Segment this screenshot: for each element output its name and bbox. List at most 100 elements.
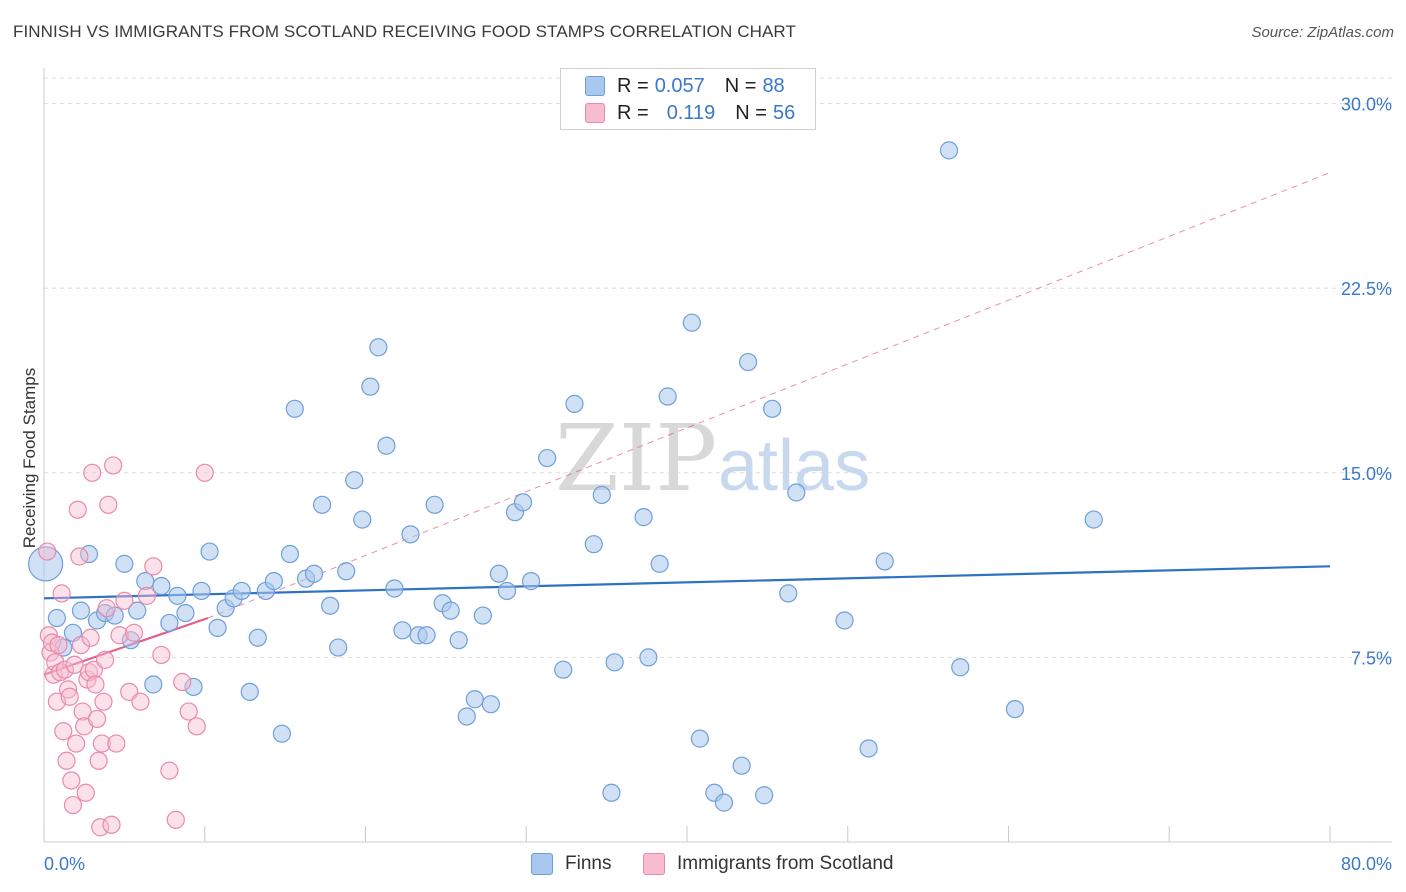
scotland-point [60, 687, 79, 706]
legend-n-label: N = [735, 101, 767, 124]
scotland-point [110, 626, 129, 645]
scotland-point [152, 645, 171, 665]
scotland-point [99, 495, 118, 514]
finns-point [152, 576, 171, 596]
y-axis-label: Receiving Food Stamps [20, 368, 39, 548]
scotland-point [160, 761, 179, 780]
scotland-point [62, 771, 81, 790]
scotland-trend-extension [207, 172, 1331, 619]
finns-point [875, 552, 894, 571]
scotland-point [67, 734, 86, 753]
finns-point [755, 786, 774, 805]
finns-point [513, 493, 533, 512]
scotland-legend-label: Immigrants from Scotland [677, 853, 894, 874]
finns-point [240, 682, 259, 701]
legend: R = 0.057 N = 88 R = 0.119 N = 56 [560, 68, 816, 130]
finns-point [473, 606, 492, 625]
finns-point [465, 690, 484, 709]
finns-point [859, 739, 878, 758]
finns-point [115, 554, 134, 573]
scotland-point [115, 591, 134, 610]
legend-n-value: 56 [772, 101, 796, 124]
scotland-point [52, 584, 71, 603]
finns-point [321, 596, 340, 615]
scotland-point [92, 734, 111, 753]
scotland-swatch-icon [585, 103, 605, 123]
finns-point [47, 608, 66, 628]
finns-point [337, 562, 356, 581]
finns-point [602, 783, 621, 802]
scotland-point [54, 722, 73, 741]
finns-point [160, 613, 179, 633]
finns-point [639, 648, 658, 667]
scotland-point [76, 783, 95, 802]
finns-point [329, 638, 348, 657]
watermark-zip: ZIP [555, 405, 717, 512]
finns-point [248, 628, 267, 647]
scotland-point [59, 680, 78, 699]
finns-point [168, 586, 187, 605]
scotland-point [70, 547, 89, 566]
scotland-point [131, 692, 150, 711]
finns-point [584, 535, 603, 554]
finns-point [200, 542, 219, 561]
scotland-point [87, 709, 107, 729]
finns-point [939, 141, 959, 160]
data-points [28, 141, 1103, 837]
legend-row-scotland: R = 0.119 N = 56 [585, 100, 795, 126]
scotland-point [95, 650, 115, 669]
finns-point [763, 399, 782, 418]
scotland-point [179, 702, 198, 721]
scotland-point [187, 717, 206, 736]
y-tick-label: 15.0% [1341, 464, 1392, 484]
scotland-point [57, 751, 76, 770]
legend-r-label: R = [617, 101, 649, 124]
finns-point [592, 485, 611, 505]
finns-point [658, 387, 677, 406]
finns-point [497, 581, 517, 601]
scotland-point [137, 586, 156, 605]
bottom-legend-scotland: Immigrants from Scotland [643, 852, 893, 876]
finns-point [787, 483, 806, 502]
finns-point [779, 584, 798, 603]
finns-point [538, 448, 557, 468]
finns-point [565, 394, 584, 413]
finns-point [385, 579, 404, 598]
finns-point [304, 564, 324, 583]
finns-point [280, 544, 300, 564]
legend-r-value: 0.119 [666, 101, 716, 124]
scotland-point [83, 463, 102, 482]
finns-point [184, 677, 203, 697]
scotland-point [144, 557, 163, 576]
finns-point [634, 508, 653, 527]
finns-point [192, 581, 211, 601]
scotland-point [107, 734, 126, 753]
finns-point [1005, 699, 1025, 719]
legend-r-value: 0.057 [654, 74, 705, 97]
y-tick-label: 22.5% [1341, 279, 1392, 299]
scotland-point [49, 635, 68, 655]
finns-point [449, 631, 468, 650]
y-tick-label: 7.5% [1351, 648, 1392, 668]
finns-point [128, 601, 147, 620]
x-tick-label: 80.0% [1341, 854, 1392, 874]
scotland-point [195, 463, 214, 482]
finns-point [71, 601, 91, 620]
finns-point [441, 601, 460, 620]
finns-point [1084, 510, 1103, 529]
finns-point [312, 495, 332, 514]
scotland-point [89, 751, 108, 770]
finns-point [682, 313, 701, 332]
finns-point [377, 436, 396, 455]
finns-point [554, 660, 573, 679]
finns-point [393, 621, 412, 640]
finns-point [361, 377, 380, 396]
finns-point [28, 546, 64, 582]
finns-point [738, 352, 758, 372]
bottom-legend-finns: Finns [531, 852, 611, 876]
scotland-point [65, 655, 84, 674]
finns-point [353, 510, 372, 529]
finns-point [521, 572, 541, 591]
scotland-point [50, 663, 70, 682]
